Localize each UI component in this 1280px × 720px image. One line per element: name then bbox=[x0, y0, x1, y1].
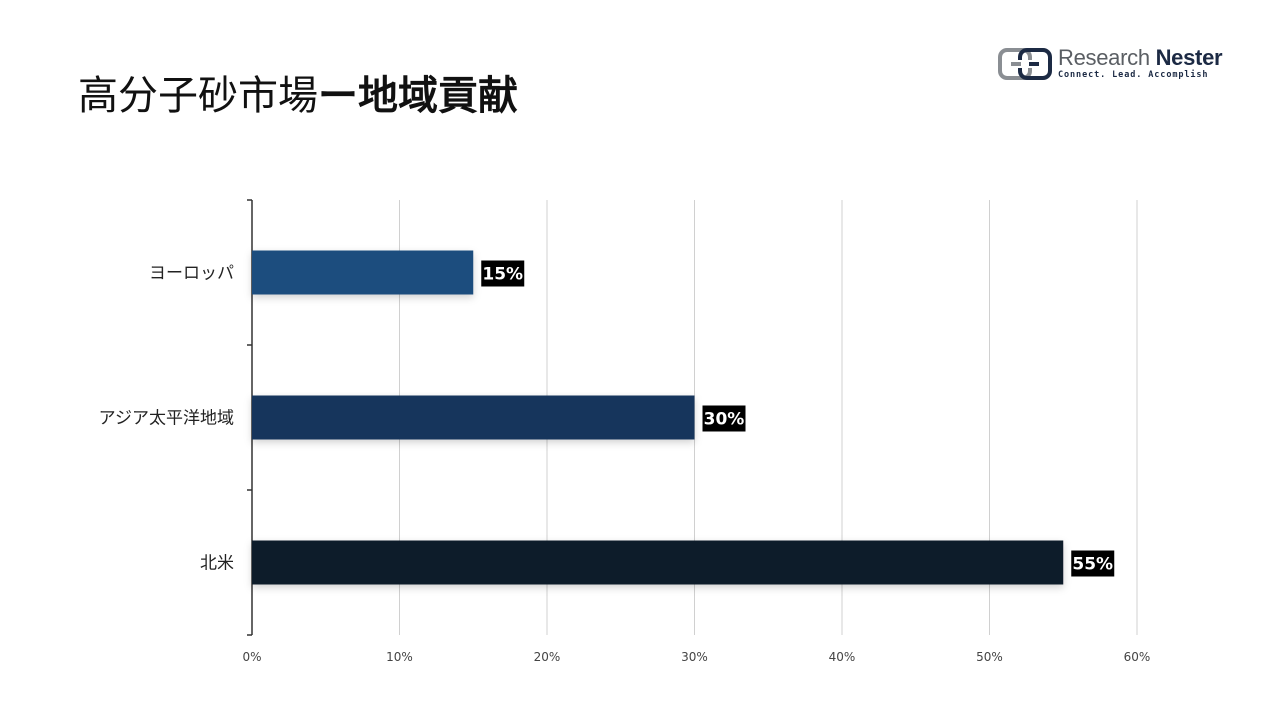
title-suffix: ー地域貢献 bbox=[318, 73, 518, 119]
logo-name-first: Research bbox=[1058, 45, 1150, 70]
page-title: 高分子砂市場ー地域貢献 bbox=[78, 70, 518, 122]
research-nester-logo-icon bbox=[998, 48, 1052, 80]
bar bbox=[252, 540, 1064, 585]
x-tick-label: 20% bbox=[534, 650, 561, 664]
logo-name-second: Nester bbox=[1155, 45, 1223, 70]
logo-tagline: Connect. Lead. Accomplish bbox=[1058, 70, 1209, 80]
data-label-background bbox=[481, 260, 525, 287]
bars bbox=[252, 250, 1064, 585]
data-label-background bbox=[1071, 550, 1115, 577]
category-axis bbox=[247, 199, 253, 636]
x-tick-label: 30% bbox=[681, 650, 708, 664]
category-label: ヨーロッパ bbox=[149, 264, 234, 284]
x-tick-label: 40% bbox=[829, 650, 856, 664]
data-label: 15% bbox=[482, 265, 523, 285]
category-label: 北米 bbox=[200, 554, 234, 574]
data-label: 55% bbox=[1072, 555, 1113, 575]
labels: 0% 10% 20% 30% 40% 50% 60% ヨーロッパ 15% アジア太平洋地域 30% 北… bbox=[99, 260, 1151, 664]
bar bbox=[252, 395, 695, 440]
brand-logo: Research Nester Connect. Lead. Accomplis… bbox=[998, 44, 1228, 86]
bar bbox=[252, 250, 474, 295]
x-tick-label: 60% bbox=[1124, 650, 1151, 664]
category-label: アジア太平洋地域 bbox=[99, 409, 234, 429]
data-label-background bbox=[702, 405, 746, 432]
x-tick-label: 10% bbox=[386, 650, 413, 664]
title-main: 高分子砂市場 bbox=[78, 73, 318, 119]
data-label: 30% bbox=[704, 410, 745, 430]
logo-name: Research Nester bbox=[1058, 45, 1223, 70]
x-tick-label: 50% bbox=[976, 650, 1003, 664]
x-tick-label: 0% bbox=[242, 650, 261, 664]
